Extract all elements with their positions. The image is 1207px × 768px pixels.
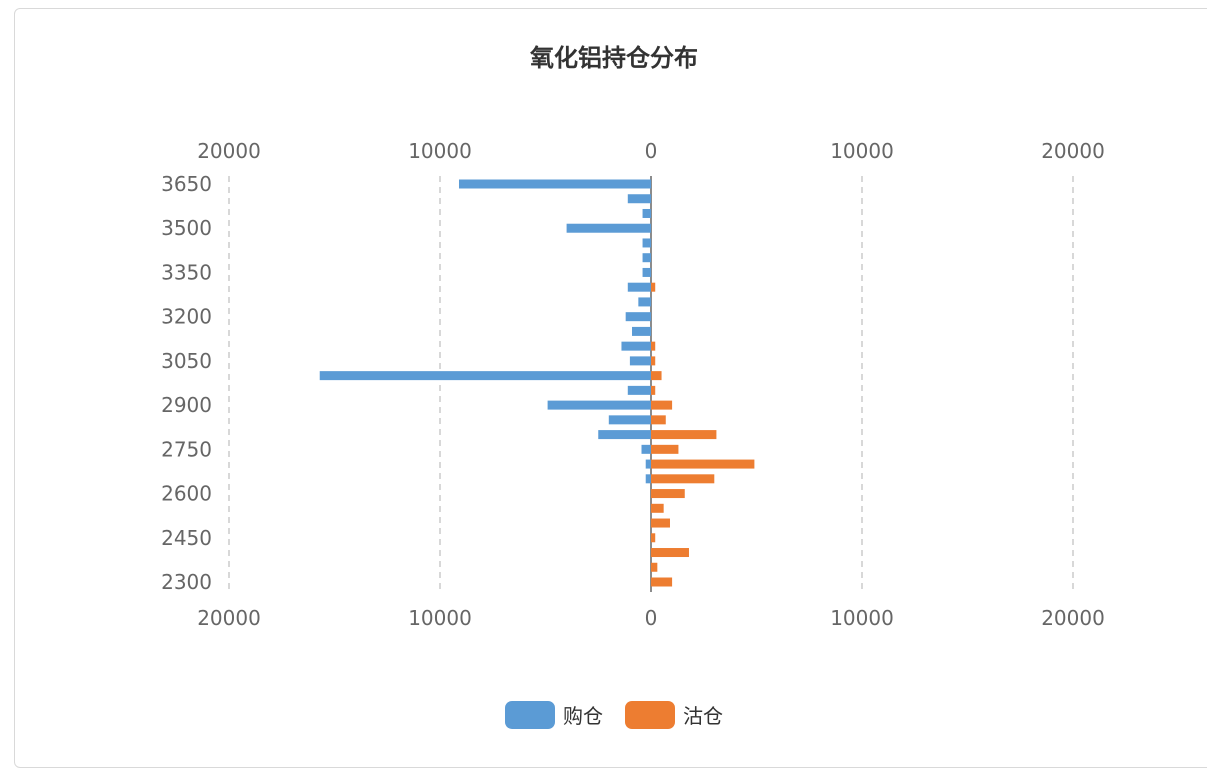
chart-title: 氧化铝持仓分布 bbox=[530, 44, 698, 72]
bar-series-1[interactable] bbox=[651, 385, 656, 395]
legend: 购仓 沽仓 bbox=[0, 700, 1207, 729]
x-tick-label-top: 10000 bbox=[408, 139, 472, 163]
legend-swatch-series-1 bbox=[625, 700, 675, 729]
tick-labels: 20000 20000 10000 10000 0 0 10000 10000 20000 200… bbox=[161, 139, 1105, 630]
y-tick-label: 3350 bbox=[161, 260, 212, 284]
bar-series-0[interactable] bbox=[547, 400, 651, 410]
bar-series-1[interactable] bbox=[651, 562, 658, 572]
x-tick-label-bottom: 20000 bbox=[1041, 606, 1105, 630]
y-tick-label: 3050 bbox=[161, 349, 212, 373]
bar-series-1[interactable] bbox=[651, 489, 685, 499]
y-tick-label: 2300 bbox=[161, 570, 212, 594]
bar-series-1[interactable] bbox=[651, 282, 656, 292]
legend-item-series-1[interactable]: 沽仓 bbox=[625, 700, 723, 729]
bar-series-0[interactable] bbox=[642, 208, 651, 218]
chart-card bbox=[14, 8, 1207, 768]
chart-svg: 20000 20000 10000 10000 0 0 10000 10000 20000 200… bbox=[161, 139, 1105, 630]
bar-series-0[interactable] bbox=[627, 194, 651, 204]
x-tick-label-top: 0 bbox=[645, 139, 658, 163]
bar-series-1[interactable] bbox=[651, 444, 679, 454]
grid-lines bbox=[228, 176, 1074, 592]
bar-series-1[interactable] bbox=[651, 548, 689, 558]
y-tick-label: 3200 bbox=[161, 305, 212, 329]
bar-series-0[interactable] bbox=[629, 356, 651, 366]
bar-series-1[interactable] bbox=[651, 577, 673, 587]
bar-series-1[interactable] bbox=[651, 459, 755, 469]
bar-series-0[interactable] bbox=[638, 297, 651, 307]
bar-series-1[interactable] bbox=[651, 474, 715, 484]
bar-series-1[interactable] bbox=[651, 503, 664, 513]
bar-series-1[interactable] bbox=[651, 518, 670, 528]
bar-series-1[interactable] bbox=[651, 341, 656, 351]
legend-label-series-1: 沽仓 bbox=[683, 704, 723, 728]
x-tick-label-bottom: 10000 bbox=[830, 606, 894, 630]
bar-series-0[interactable] bbox=[645, 459, 651, 469]
x-tick-label-bottom: 0 bbox=[645, 606, 658, 630]
y-tick-label: 2750 bbox=[161, 437, 212, 461]
bar-series-0[interactable] bbox=[642, 267, 651, 277]
y-tick-label: 2900 bbox=[161, 393, 212, 417]
y-tick-label: 3500 bbox=[161, 216, 212, 240]
bar-series-1[interactable] bbox=[651, 400, 673, 410]
y-tick-label: 2600 bbox=[161, 482, 212, 506]
x-tick-label-bottom: 20000 bbox=[197, 606, 261, 630]
x-tick-label-top: 20000 bbox=[1041, 139, 1105, 163]
bar-series-0[interactable] bbox=[645, 474, 651, 484]
bar-series-1[interactable] bbox=[651, 356, 656, 366]
bar-series-1[interactable] bbox=[651, 415, 666, 425]
y-tick-label: 2450 bbox=[161, 526, 212, 550]
legend-swatch-series-0 bbox=[505, 700, 555, 729]
bar-series-0[interactable] bbox=[627, 282, 651, 292]
bar-series-0[interactable] bbox=[458, 179, 651, 189]
bar-series-1[interactable] bbox=[651, 371, 662, 381]
bar-series-0[interactable] bbox=[632, 326, 651, 336]
x-tick-label-top: 20000 bbox=[197, 139, 261, 163]
legend-label-series-0: 购仓 bbox=[563, 704, 603, 728]
bar-series-1[interactable] bbox=[651, 430, 717, 440]
bar-series-0[interactable] bbox=[566, 223, 651, 233]
bar-series-0[interactable] bbox=[608, 415, 651, 425]
bar-series-0[interactable] bbox=[642, 238, 651, 248]
legend-item-series-0[interactable]: 购仓 bbox=[505, 700, 603, 729]
x-tick-label-bottom: 10000 bbox=[408, 606, 472, 630]
bar-series-0[interactable] bbox=[627, 385, 651, 395]
bar-series-0[interactable] bbox=[641, 444, 651, 454]
y-tick-label: 3650 bbox=[161, 172, 212, 196]
bar-series-0[interactable] bbox=[642, 253, 651, 263]
bar-series-0[interactable] bbox=[598, 430, 651, 440]
bar-series-1[interactable] bbox=[651, 533, 656, 543]
bar-series-0[interactable] bbox=[621, 341, 651, 351]
x-tick-label-top: 10000 bbox=[830, 139, 894, 163]
bars bbox=[319, 179, 755, 587]
bar-series-0[interactable] bbox=[319, 371, 651, 381]
bar-series-0[interactable] bbox=[625, 312, 651, 322]
